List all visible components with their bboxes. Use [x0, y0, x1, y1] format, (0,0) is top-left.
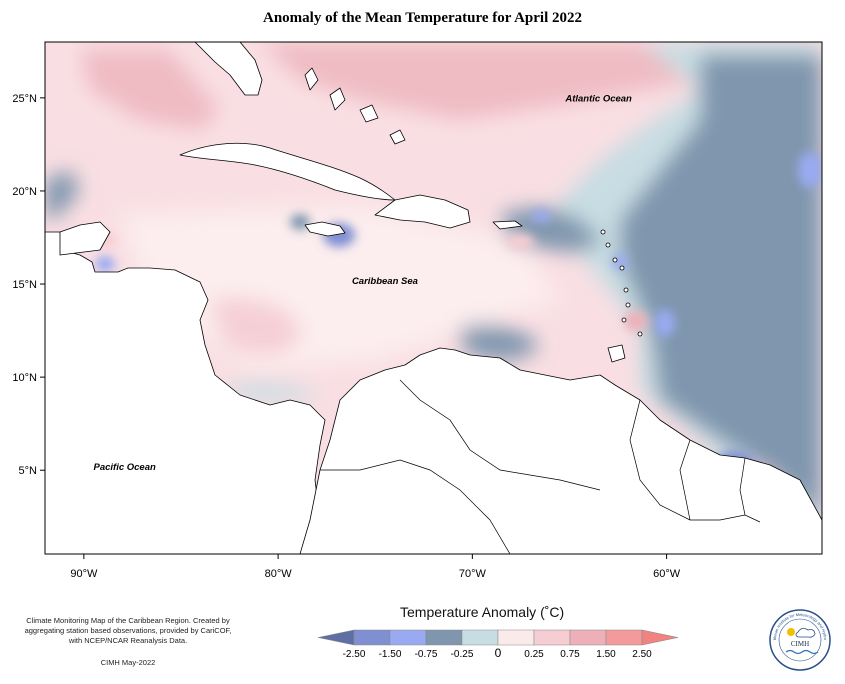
logo-abbr: CIMH: [791, 640, 809, 648]
legend-tick-label: 2.50: [632, 649, 652, 660]
lat-tick-label: 5°N: [19, 465, 38, 477]
legend-tick-label: -0.25: [451, 649, 474, 660]
legend-tick-label: -0.75: [415, 649, 438, 660]
legend-tick-label: -2.50: [343, 649, 366, 660]
legend-colorbar: [317, 629, 679, 646]
legend-bin: [641, 629, 679, 646]
place-labels: Atlantic Ocean Caribbean Sea Pacific Ocean: [93, 94, 632, 474]
legend-tick-label: 0.75: [560, 649, 580, 660]
longitude-axis: 90°W 80°W 70°W 60°W: [70, 554, 681, 580]
legend-bin: [569, 629, 607, 646]
lat-tick-label: 10°N: [12, 372, 37, 384]
credits-date: CIMH May-2022: [100, 658, 156, 667]
credits-description: Climate Monitoring Map of the Caribbean …: [24, 616, 232, 645]
legend-bin: [605, 629, 643, 646]
map-title: Anomaly of the Mean Temperature for Apri…: [262, 10, 582, 26]
land-masses: [45, 42, 822, 554]
legend-tick-label: 0: [495, 646, 502, 660]
credits-block: Climate Monitoring Map of the Caribbean …: [18, 616, 238, 668]
lon-tick-label: 90°W: [70, 568, 98, 580]
cloud-icon: [795, 628, 816, 638]
legend-bin: [353, 629, 391, 646]
legend-tick-labels: -2.50 -1.50 -0.75 -0.25 0 0.25 0.75 1.50 2.50: [343, 646, 653, 660]
legend-bin: [389, 629, 427, 646]
lon-tick-label: 80°W: [265, 568, 293, 580]
legend-bin: [461, 629, 499, 646]
place-label: Caribbean Sea: [352, 276, 418, 287]
legend-bin: [497, 629, 535, 646]
lat-tick-label: 20°N: [12, 186, 37, 198]
legend-bin: [425, 629, 463, 646]
legend-tick-label: -1.50: [379, 649, 402, 660]
legend-title: Temperature Anomaly (˚C): [400, 604, 565, 620]
lon-tick-label: 70°W: [459, 568, 487, 580]
legend-bin: [317, 629, 355, 646]
cimh-logo: CIMH Caribbean Institute for Meteorology…: [768, 608, 831, 671]
place-label: Atlantic Ocean: [564, 94, 632, 105]
anomaly-field: [45, 42, 822, 554]
lon-tick-label: 60°W: [653, 568, 681, 580]
wave-icon: [785, 649, 819, 655]
sun-icon: [787, 628, 795, 636]
legend-tick-label: 1.50: [596, 649, 616, 660]
legend-tick-label: 0.25: [524, 649, 544, 660]
place-label: Pacific Ocean: [93, 462, 156, 473]
lat-tick-label: 15°N: [12, 279, 37, 291]
lat-tick-label: 25°N: [12, 93, 37, 105]
legend-bin: [533, 629, 571, 646]
latitude-axis: 25°N 20°N 15°N 10°N 5°N: [12, 93, 45, 477]
